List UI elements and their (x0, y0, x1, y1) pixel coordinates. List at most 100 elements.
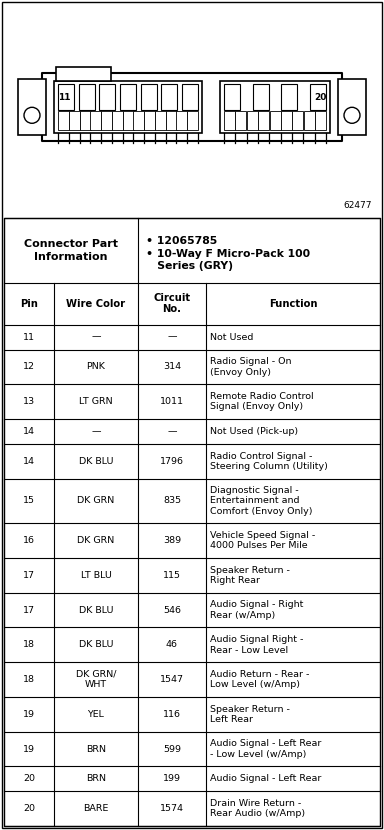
Circle shape (344, 107, 360, 124)
Text: 12: 12 (23, 363, 35, 371)
Bar (281, 110, 292, 130)
Text: 13: 13 (23, 397, 35, 406)
Text: • 10-Way F Micro-Pack 100
   Series (GRY): • 10-Way F Micro-Pack 100 Series (GRY) (146, 249, 310, 271)
Text: Circuit
No.: Circuit No. (154, 293, 190, 315)
Text: Radio Signal - On
(Envoy Only): Radio Signal - On (Envoy Only) (210, 357, 291, 377)
Text: DK BLU: DK BLU (79, 606, 113, 614)
Bar (224, 110, 235, 130)
Text: 546: 546 (163, 606, 181, 614)
Text: 389: 389 (163, 536, 181, 545)
Bar (144, 110, 155, 130)
Text: Not Used: Not Used (210, 333, 253, 342)
Bar (253, 84, 269, 110)
Bar (315, 110, 326, 130)
Bar (18, 80, 46, 135)
Text: 17: 17 (23, 606, 35, 614)
Bar (304, 110, 314, 130)
Text: 17: 17 (23, 571, 35, 580)
Bar (69, 110, 80, 130)
Text: 14: 14 (23, 457, 35, 466)
Text: Audio Signal - Left Rear
- Low Level (w/Amp): Audio Signal - Left Rear - Low Level (w/… (210, 740, 321, 759)
Text: 16: 16 (23, 536, 35, 545)
Bar (281, 84, 297, 110)
Text: DK GRN: DK GRN (77, 496, 115, 505)
Text: —: — (167, 427, 177, 436)
Text: 20: 20 (23, 774, 35, 784)
Text: 19: 19 (23, 710, 35, 719)
Text: 1011: 1011 (160, 397, 184, 406)
Text: Vehicle Speed Signal -
4000 Pulses Per Mile: Vehicle Speed Signal - 4000 Pulses Per M… (210, 531, 315, 550)
Text: 1796: 1796 (160, 457, 184, 466)
Text: 199: 199 (163, 774, 181, 784)
Text: Audio Return - Rear -
Low Level (w/Amp): Audio Return - Rear - Low Level (w/Amp) (210, 670, 310, 689)
Text: —: — (91, 427, 101, 436)
Bar (155, 110, 166, 130)
Bar (58, 84, 74, 110)
Text: Audio Signal - Right
Rear (w/Amp): Audio Signal - Right Rear (w/Amp) (210, 600, 303, 620)
Bar (182, 84, 198, 110)
Text: 115: 115 (163, 571, 181, 580)
Bar (133, 110, 144, 130)
Text: BRN: BRN (86, 774, 106, 784)
Text: Speaker Return -
Right Rear: Speaker Return - Right Rear (210, 566, 290, 585)
Text: Remote Radio Control
Signal (Envoy Only): Remote Radio Control Signal (Envoy Only) (210, 392, 314, 412)
Bar (247, 110, 258, 130)
Text: 20: 20 (314, 93, 326, 101)
Text: 1574: 1574 (160, 804, 184, 813)
Text: 599: 599 (163, 745, 181, 754)
Text: 835: 835 (163, 496, 181, 505)
Text: 116: 116 (163, 710, 181, 719)
Text: LT BLU: LT BLU (81, 571, 111, 580)
Text: DK GRN: DK GRN (77, 536, 115, 545)
Bar (161, 84, 177, 110)
Bar (79, 110, 91, 130)
Bar (112, 110, 123, 130)
Text: 18: 18 (23, 640, 35, 649)
Text: BARE: BARE (83, 804, 109, 813)
Bar (310, 84, 326, 110)
Text: Connector Part
Information: Connector Part Information (24, 239, 118, 261)
Text: Pin: Pin (20, 299, 38, 309)
Bar (166, 110, 177, 130)
Bar (90, 110, 101, 130)
Text: YEL: YEL (88, 710, 104, 719)
Bar (54, 81, 202, 134)
Text: Function: Function (269, 299, 317, 309)
Bar (101, 110, 112, 130)
Bar (56, 67, 111, 81)
Text: Diagnostic Signal -
Entertainment and
Comfort (Envoy Only): Diagnostic Signal - Entertainment and Co… (210, 486, 313, 515)
Bar (4, 218, 380, 826)
Bar (141, 84, 157, 110)
Text: DK BLU: DK BLU (79, 640, 113, 649)
Text: 62477: 62477 (344, 201, 372, 210)
Text: • 12065785: • 12065785 (146, 237, 217, 247)
Text: 11: 11 (58, 93, 70, 101)
Bar (220, 81, 330, 134)
Text: Radio Control Signal -
Steering Column (Utility): Radio Control Signal - Steering Column (… (210, 452, 328, 471)
Bar (122, 110, 134, 130)
Text: LT GRN: LT GRN (79, 397, 113, 406)
Text: PNK: PNK (86, 363, 106, 371)
Text: 46: 46 (166, 640, 178, 649)
Text: 14: 14 (23, 427, 35, 436)
Text: 314: 314 (163, 363, 181, 371)
Bar (187, 110, 198, 130)
Bar (120, 84, 136, 110)
Text: DK GRN/
WHT: DK GRN/ WHT (76, 670, 116, 689)
Text: Wire Color: Wire Color (66, 299, 126, 309)
Bar (292, 110, 303, 130)
Text: —: — (91, 333, 101, 342)
Bar (224, 84, 240, 110)
Text: BRN: BRN (86, 745, 106, 754)
Circle shape (24, 107, 40, 124)
Text: 11: 11 (23, 333, 35, 342)
Text: Not Used (Pick-up): Not Used (Pick-up) (210, 427, 298, 436)
Bar (58, 110, 69, 130)
Bar (338, 80, 366, 135)
Text: 19: 19 (23, 745, 35, 754)
Text: Audio Signal - Left Rear: Audio Signal - Left Rear (210, 774, 321, 784)
Bar (42, 74, 342, 141)
Bar (258, 110, 269, 130)
Text: Audio Signal Right -
Rear - Low Level: Audio Signal Right - Rear - Low Level (210, 635, 303, 655)
Text: 20: 20 (23, 804, 35, 813)
